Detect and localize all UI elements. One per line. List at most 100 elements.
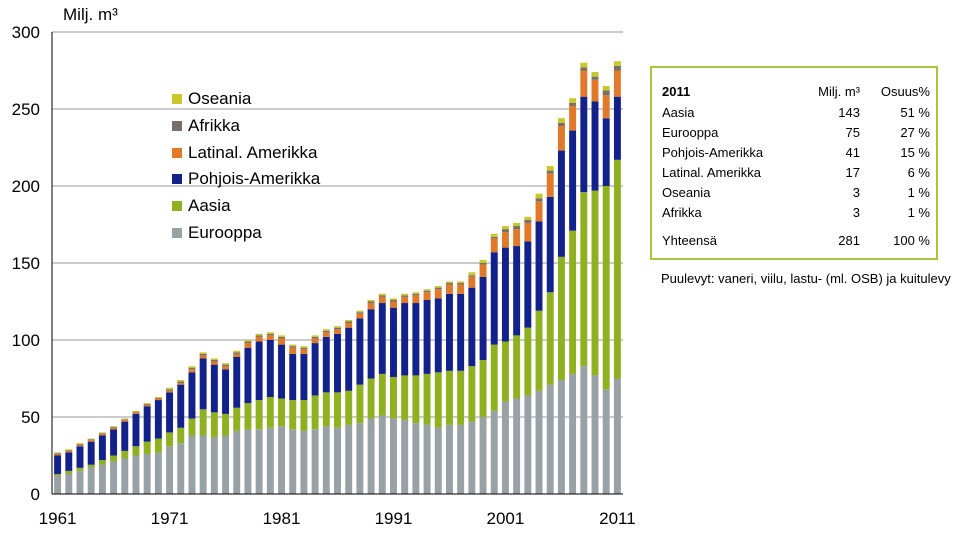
bar-segment bbox=[513, 222, 521, 227]
bar-segment bbox=[266, 340, 274, 397]
bar-segment bbox=[445, 293, 453, 371]
table-header-row: 2011 Milj. m³ Osuus% bbox=[662, 80, 930, 102]
table-col-unit: Milj. m³ bbox=[818, 83, 860, 99]
table-row: Eurooppa 75 27 % bbox=[662, 122, 930, 142]
bar-segment bbox=[501, 247, 509, 342]
bar-segment bbox=[580, 67, 588, 71]
bar-segment bbox=[188, 418, 196, 436]
bar-segment bbox=[356, 312, 364, 314]
bar-segment bbox=[345, 321, 353, 324]
bar-segment bbox=[334, 392, 341, 428]
bar-segment bbox=[345, 323, 353, 328]
bar-segment bbox=[557, 380, 565, 494]
bar-segment bbox=[289, 346, 297, 348]
bar-segment bbox=[345, 424, 353, 494]
legend-label: Afrikka bbox=[188, 116, 240, 136]
bar-segment bbox=[501, 226, 509, 230]
legend-item-afrikka: Afrikka bbox=[172, 113, 320, 140]
bar-segment bbox=[569, 130, 577, 231]
x-tick-label: 2011 bbox=[599, 509, 636, 528]
bar-segment bbox=[188, 366, 196, 368]
bar-segment bbox=[457, 293, 465, 371]
table-value: 75 bbox=[845, 124, 860, 140]
bar-segment bbox=[602, 85, 610, 91]
legend-swatch bbox=[172, 121, 182, 132]
bar-segment bbox=[233, 407, 241, 431]
bar-segment bbox=[166, 446, 174, 494]
bar-segment bbox=[210, 437, 218, 494]
bar-segment bbox=[65, 452, 73, 471]
bar-segment bbox=[177, 383, 185, 385]
bar-segment bbox=[423, 292, 431, 300]
bar-segment bbox=[602, 186, 610, 390]
bar-segment bbox=[434, 286, 442, 288]
bar-segment bbox=[98, 433, 106, 436]
bar-segment bbox=[76, 446, 84, 468]
bar-segment bbox=[535, 198, 543, 202]
bar-segment bbox=[244, 343, 252, 348]
bar-segment bbox=[468, 287, 476, 367]
bar-segment bbox=[87, 439, 95, 441]
bar-segment bbox=[468, 275, 476, 277]
bar-segment bbox=[154, 438, 162, 453]
bar-segment bbox=[367, 418, 375, 494]
bar-segment bbox=[54, 453, 62, 456]
bar-segment bbox=[423, 299, 431, 374]
table-value: 3 bbox=[852, 184, 860, 200]
bar-segment bbox=[591, 79, 599, 102]
bar-segment bbox=[188, 435, 196, 494]
y-tick-label: 150 bbox=[12, 254, 40, 273]
bar-segment bbox=[278, 426, 285, 494]
bar-segment bbox=[445, 370, 453, 425]
bar-segment bbox=[266, 332, 274, 334]
bar-segment bbox=[378, 415, 386, 494]
y-axis-label: Milj. m³ bbox=[63, 5, 118, 24]
bar-segment bbox=[569, 373, 577, 494]
bar-segment bbox=[188, 367, 196, 370]
bar-segment bbox=[401, 375, 409, 421]
bar-segment bbox=[457, 424, 465, 494]
bar-segment bbox=[412, 293, 420, 296]
bar-segment bbox=[613, 159, 621, 379]
bar-segment bbox=[311, 343, 319, 396]
bar-segment bbox=[401, 296, 409, 304]
bar-segment bbox=[222, 413, 230, 436]
bar-segment bbox=[233, 350, 241, 353]
bar-segment bbox=[390, 299, 397, 302]
bar-segment bbox=[87, 467, 95, 494]
bar-segment bbox=[479, 360, 487, 417]
bar-segment bbox=[143, 403, 151, 404]
bar-segment bbox=[356, 313, 364, 319]
bar-segment bbox=[87, 440, 95, 442]
bar-segment bbox=[401, 293, 409, 296]
bar-segment bbox=[580, 62, 588, 68]
bar-segment bbox=[65, 449, 73, 451]
bar-segment bbox=[524, 241, 532, 328]
bar-segment bbox=[535, 310, 543, 391]
bar-segment bbox=[401, 295, 409, 297]
bar-segment bbox=[501, 232, 509, 248]
bar-segment bbox=[87, 438, 95, 440]
bar-segment bbox=[513, 335, 521, 399]
table-value: 41 bbox=[845, 144, 860, 160]
bar-segment bbox=[210, 412, 218, 438]
bar-segment bbox=[345, 319, 353, 322]
table-share: 27 % bbox=[900, 124, 930, 140]
bar-segment bbox=[580, 96, 588, 193]
bar-segment bbox=[177, 380, 185, 382]
bar-segment bbox=[602, 118, 610, 186]
legend-swatch bbox=[172, 174, 182, 185]
bar-segment bbox=[110, 455, 118, 462]
bar-segment bbox=[177, 427, 185, 444]
bar-segment bbox=[210, 358, 218, 361]
bar-segment bbox=[345, 390, 353, 425]
bar-segment bbox=[199, 353, 207, 356]
bar-segment bbox=[177, 443, 185, 494]
bar-segment bbox=[98, 433, 106, 434]
bar-segment bbox=[154, 396, 162, 398]
legend-item-aasia: Aasia bbox=[172, 193, 320, 220]
bar-segment bbox=[300, 353, 308, 401]
bar-segment bbox=[490, 236, 498, 239]
bar-segment bbox=[210, 361, 218, 365]
bar-segment bbox=[322, 332, 330, 337]
